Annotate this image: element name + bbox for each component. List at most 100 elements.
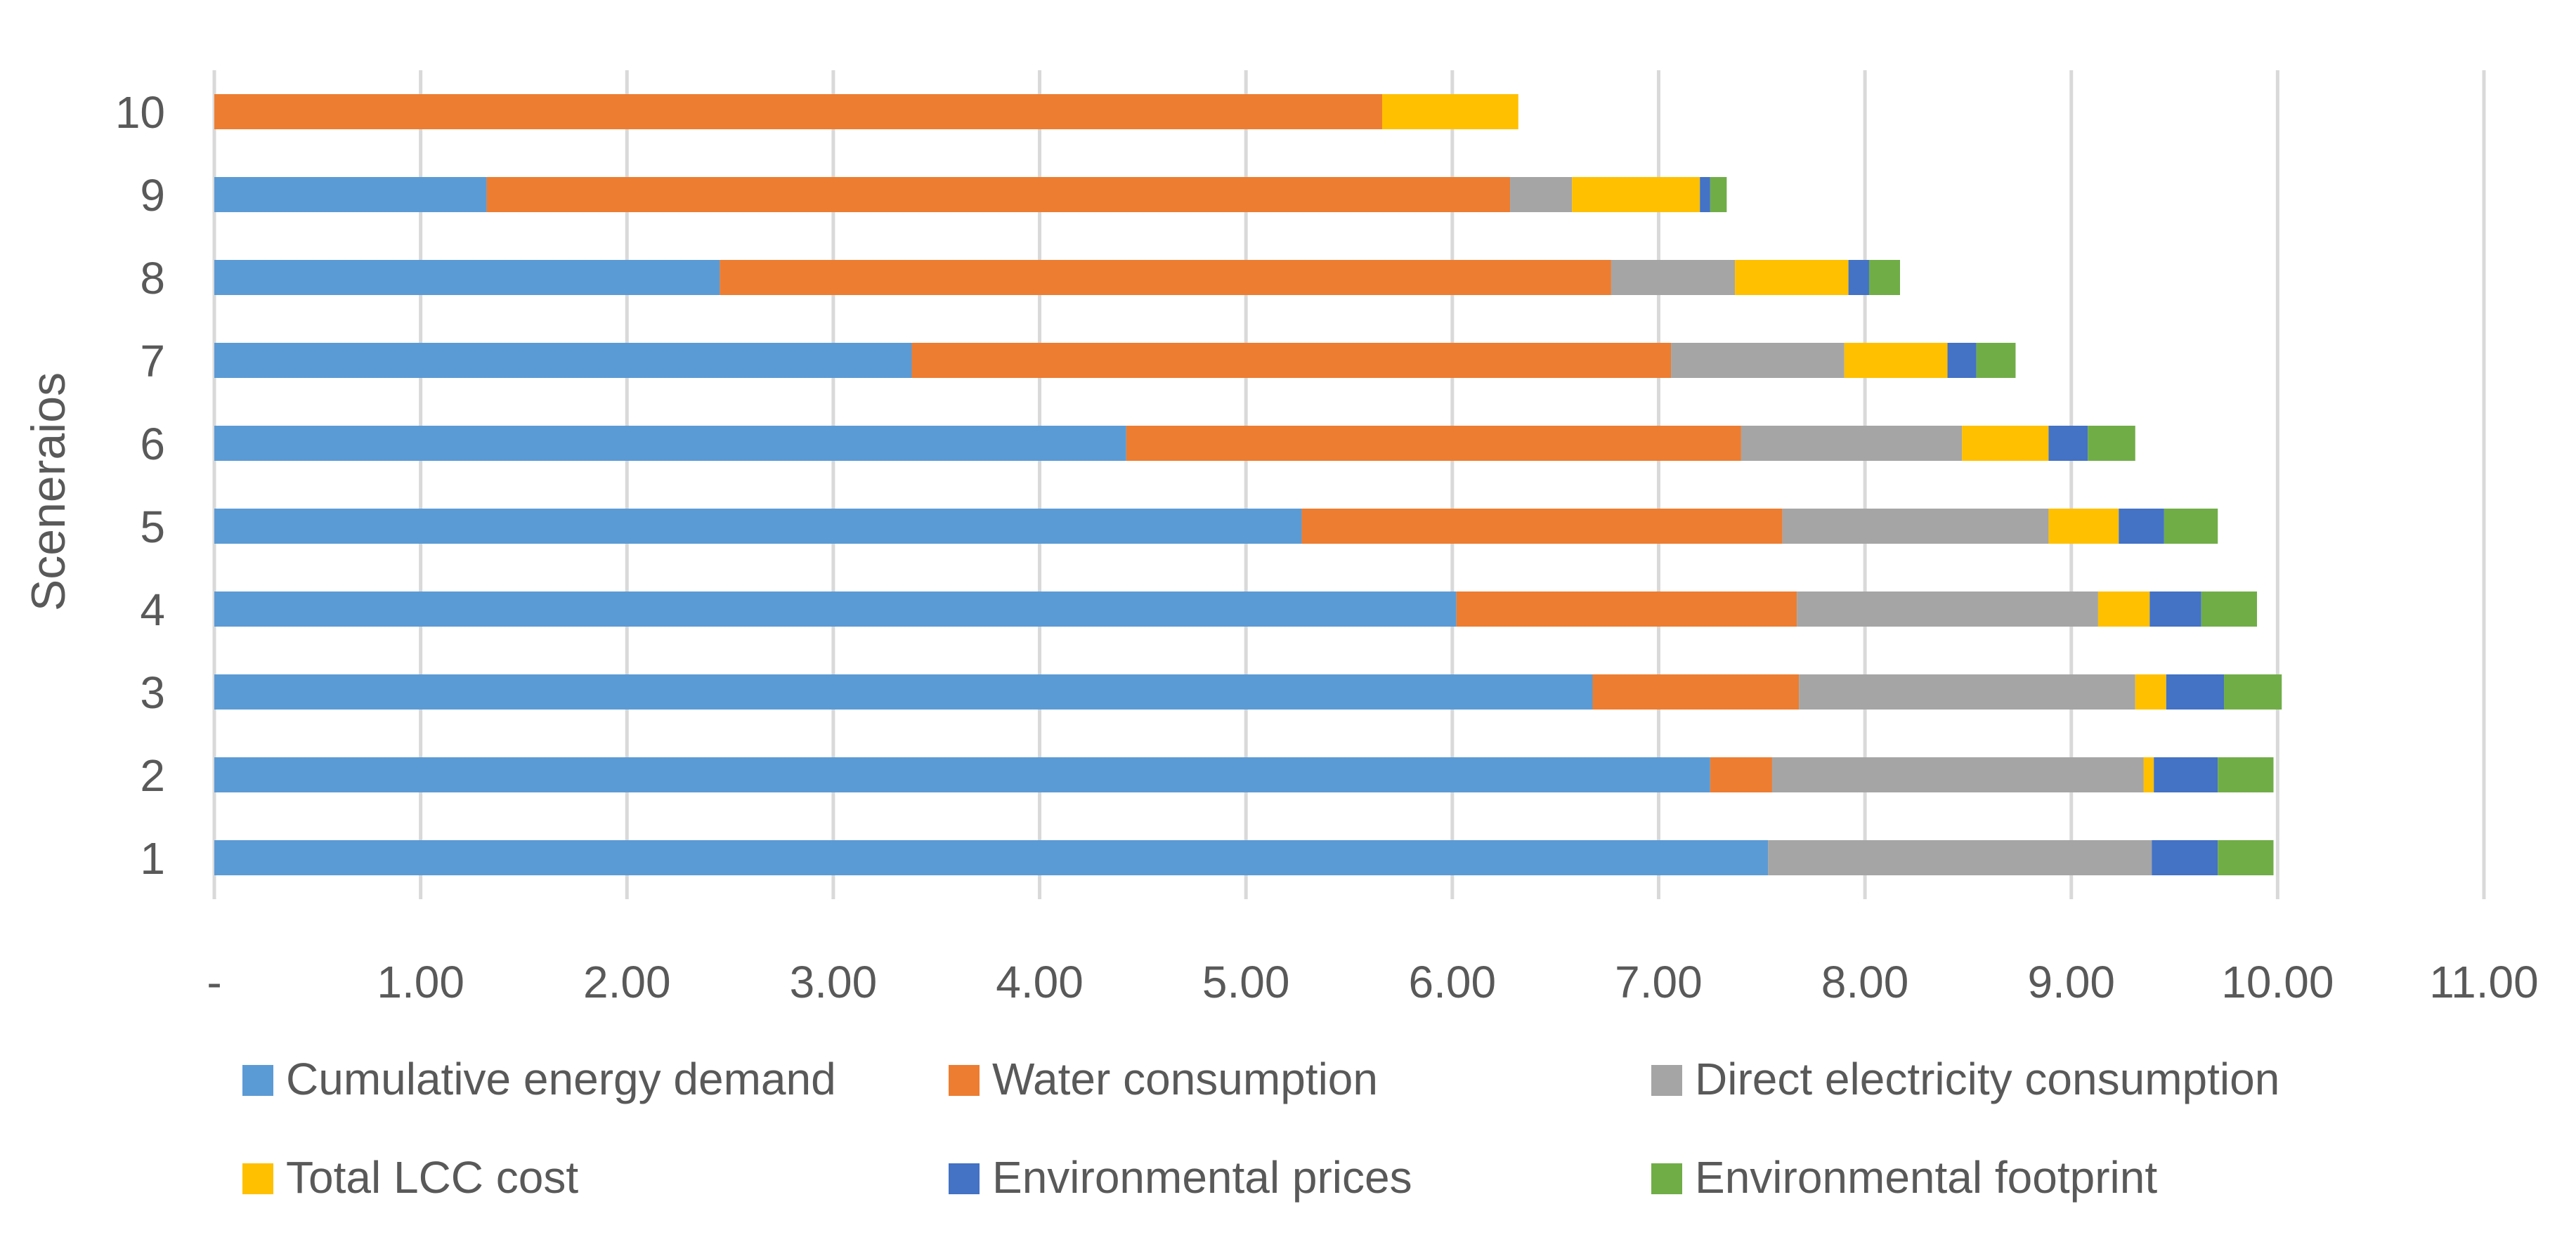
bar-scenario-7-environmental-footprint: [1976, 343, 2016, 378]
bar-scenario-6-cumulative-energy-demand: [214, 426, 1126, 461]
y-axis-tick-labels: 1 2 3 4 5 6 7 8 9 10: [115, 87, 165, 884]
bar-scenario-10-total-lcc-cost: [1381, 94, 1518, 129]
y-tick-label-10: 10: [115, 87, 165, 138]
bar-scenario-3-direct-electricity-consumption: [1799, 674, 2135, 710]
bar-scenario-7-direct-electricity-consumption: [1671, 343, 1845, 378]
bar-scenario-4-environmental-footprint: [2201, 591, 2257, 627]
bar-scenario-2-environmental-footprint: [2218, 757, 2274, 792]
bar-scenario-1-cumulative-energy-demand: [214, 840, 1769, 875]
legend-item-environmental-prices: Environmental prices: [949, 1152, 1412, 1203]
bar-scenario-9-total-lcc-cost: [1572, 177, 1700, 212]
bar-scenario-5-water-consumption: [1301, 509, 1783, 544]
bar-scenario-9-environmental-footprint: [1710, 177, 1727, 212]
legend-swatch: [242, 1065, 273, 1096]
bar-scenario-2-direct-electricity-consumption: [1771, 757, 2144, 792]
bar-scenario-5-direct-electricity-consumption: [1782, 509, 2049, 544]
bar-scenario-6-environmental-prices: [2048, 426, 2088, 461]
bar-scenario-5-environmental-prices: [2119, 509, 2164, 544]
bar-scenario-8-direct-electricity-consumption: [1611, 260, 1736, 295]
bar-scenario-4-direct-electricity-consumption: [1797, 591, 2098, 627]
y-tick-label-5: 5: [140, 502, 165, 552]
bar-scenario-3-environmental-prices: [2166, 674, 2225, 710]
x-tick-label-1: 1.00: [377, 957, 464, 1007]
legend-swatch: [1651, 1065, 1682, 1096]
legend-label: Environmental footprint: [1695, 1152, 2157, 1203]
legend: Cumulative energy demand Water consumptio…: [242, 1054, 2279, 1203]
legend-label: Cumulative energy demand: [286, 1054, 836, 1104]
x-tick-label-3: 3.00: [790, 957, 878, 1007]
bar-scenario-7-water-consumption: [911, 343, 1672, 378]
bar-scenario-5-environmental-footprint: [2164, 509, 2218, 544]
bar-scenario-5-cumulative-energy-demand: [214, 509, 1302, 544]
bar-scenario-8-total-lcc-cost: [1735, 260, 1849, 295]
y-tick-label-9: 9: [140, 170, 165, 221]
y-axis-title: Sceneraios: [22, 372, 75, 611]
bar-scenario-4-environmental-prices: [2149, 591, 2201, 627]
legend-swatch: [1651, 1163, 1682, 1194]
bar-scenario-8-cumulative-energy-demand: [214, 260, 720, 295]
bar-scenario-4-water-consumption: [1456, 591, 1797, 627]
bar-scenario-6-environmental-footprint: [2088, 426, 2135, 461]
bar-scenario-4-total-lcc-cost: [2097, 591, 2150, 627]
x-tick-label-9: 9.00: [2027, 957, 2115, 1007]
bar-scenario-8-environmental-prices: [1848, 260, 1869, 295]
legend-swatch: [242, 1163, 273, 1194]
x-tick-label-0: -: [207, 957, 221, 1007]
bar-scenario-8-environmental-footprint: [1868, 260, 1901, 295]
legend-item-cumulative-energy-demand: Cumulative energy demand: [242, 1054, 836, 1104]
x-tick-label-11: 11.00: [2429, 957, 2538, 1007]
bars: [214, 94, 2282, 875]
bar-scenario-3-total-lcc-cost: [2135, 674, 2166, 710]
bar-scenario-1-environmental-prices: [2152, 840, 2218, 875]
bar-scenario-9-cumulative-energy-demand: [214, 177, 487, 212]
bar-scenario-3-environmental-footprint: [2224, 674, 2282, 710]
bar-scenario-8-water-consumption: [720, 260, 1611, 295]
bar-scenario-1-direct-electricity-consumption: [1768, 840, 2152, 875]
legend-label: Environmental prices: [992, 1152, 1412, 1203]
legend-item-direct-electricity-consumption: Direct electricity consumption: [1651, 1054, 2279, 1104]
legend-item-environmental-footprint: Environmental footprint: [1651, 1152, 2157, 1203]
x-tick-label-7: 7.00: [1615, 957, 1703, 1007]
bar-scenario-3-cumulative-energy-demand: [214, 674, 1593, 710]
x-axis-tick-labels: - 1.00 2.00 3.00 4.00 5.00 6.00 7.00 8.00 9.00 10.…: [207, 957, 2538, 1007]
x-tick-label-10: 10.00: [2221, 957, 2334, 1007]
bar-scenario-2-water-consumption: [1710, 757, 1772, 792]
y-tick-label-4: 4: [140, 584, 165, 635]
bar-scenario-7-environmental-prices: [1947, 343, 1977, 378]
bar-scenario-3-water-consumption: [1592, 674, 1800, 710]
y-tick-label-1: 1: [140, 833, 165, 884]
bar-scenario-9-direct-electricity-consumption: [1510, 177, 1573, 212]
x-tick-label-6: 6.00: [1409, 957, 1497, 1007]
legend-swatch: [949, 1065, 980, 1096]
bar-scenario-9-water-consumption: [486, 177, 1511, 212]
y-tick-label-3: 3: [140, 667, 165, 718]
y-tick-label-6: 6: [140, 419, 165, 469]
x-tick-label-4: 4.00: [996, 957, 1084, 1007]
legend-swatch: [949, 1163, 980, 1194]
legend-item-total-lcc-cost: Total LCC cost: [242, 1152, 578, 1203]
bar-scenario-2-total-lcc-cost: [2143, 757, 2154, 792]
y-tick-label-7: 7: [140, 336, 165, 386]
y-tick-label-8: 8: [140, 253, 165, 303]
bar-scenario-6-direct-electricity-consumption: [1741, 426, 1963, 461]
legend-item-water-consumption: Water consumption: [949, 1054, 1378, 1104]
bar-scenario-2-cumulative-energy-demand: [214, 757, 1710, 792]
bar-scenario-1-environmental-footprint: [2218, 840, 2274, 875]
bar-scenario-6-total-lcc-cost: [1962, 426, 2049, 461]
bar-scenario-4-cumulative-energy-demand: [214, 591, 1457, 627]
bar-scenario-7-cumulative-energy-demand: [214, 343, 912, 378]
x-tick-label-5: 5.00: [1202, 957, 1290, 1007]
x-tick-label-8: 8.00: [1821, 957, 1909, 1007]
legend-label: Water consumption: [992, 1054, 1378, 1104]
legend-label: Direct electricity consumption: [1695, 1054, 2279, 1104]
bar-scenario-5-total-lcc-cost: [2048, 509, 2119, 544]
bar-scenario-2-environmental-prices: [2154, 757, 2218, 792]
bar-scenario-10-water-consumption: [214, 94, 1382, 129]
x-tick-label-2: 2.00: [583, 957, 671, 1007]
bar-scenario-6-water-consumption: [1126, 426, 1741, 461]
y-tick-label-2: 2: [140, 750, 165, 801]
legend-label: Total LCC cost: [286, 1152, 578, 1203]
bar-scenario-9-environmental-prices: [1700, 177, 1710, 212]
bar-scenario-7-total-lcc-cost: [1844, 343, 1948, 378]
